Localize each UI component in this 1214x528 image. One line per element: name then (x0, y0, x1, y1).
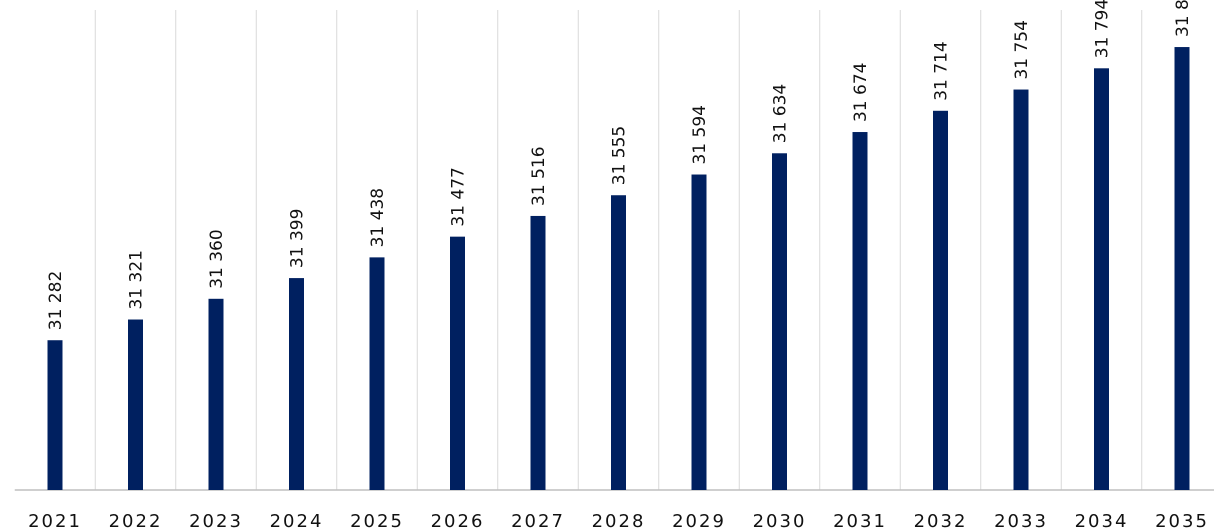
x-tick-label: 2022 (109, 511, 163, 528)
bar (208, 298, 224, 490)
bar (691, 174, 707, 490)
x-tick-label: 2027 (511, 511, 565, 528)
value-label: 31 794 (1093, 0, 1113, 58)
x-tick-label: 2033 (994, 511, 1048, 528)
x-tick-label: 2028 (592, 511, 646, 528)
x-tick-label: 2030 (753, 511, 807, 528)
value-label: 31 674 (851, 63, 871, 122)
bar (450, 236, 465, 490)
x-tick-label: 2029 (672, 511, 726, 528)
x-tick-label: 2034 (1075, 511, 1129, 528)
value-label: 31 834 (1173, 0, 1193, 37)
value-label: 31 754 (1012, 20, 1032, 79)
bar (369, 257, 385, 490)
value-label: 31 321 (127, 250, 147, 309)
bar (1013, 89, 1029, 490)
bar (933, 110, 948, 490)
x-tick-label: 2023 (189, 511, 243, 528)
x-tick-label: 2025 (350, 511, 404, 528)
value-label: 31 477 (449, 167, 469, 226)
bar (1094, 68, 1109, 490)
value-label: 31 594 (690, 105, 710, 164)
bar (852, 132, 868, 490)
bar (611, 195, 626, 490)
x-tick-label: 2026 (431, 511, 485, 528)
bar (530, 215, 546, 491)
bar (1174, 47, 1190, 490)
value-label: 31 399 (288, 209, 308, 268)
value-label: 31 360 (207, 229, 227, 288)
x-tick-label: 2032 (914, 511, 968, 528)
value-label: 31 438 (368, 188, 388, 247)
value-label: 31 282 (46, 271, 66, 330)
value-label: 31 516 (529, 146, 549, 205)
value-label: 31 714 (932, 41, 952, 100)
bar (47, 340, 63, 490)
bar (289, 278, 304, 490)
value-label: 31 634 (771, 84, 791, 143)
value-label: 31 555 (610, 126, 630, 185)
bar (128, 319, 143, 490)
x-tick-label: 2024 (270, 511, 324, 528)
x-tick-label: 2031 (833, 511, 887, 528)
x-tick-label: 2035 (1155, 511, 1209, 528)
bar (772, 153, 787, 490)
x-tick-label: 2021 (28, 511, 82, 528)
